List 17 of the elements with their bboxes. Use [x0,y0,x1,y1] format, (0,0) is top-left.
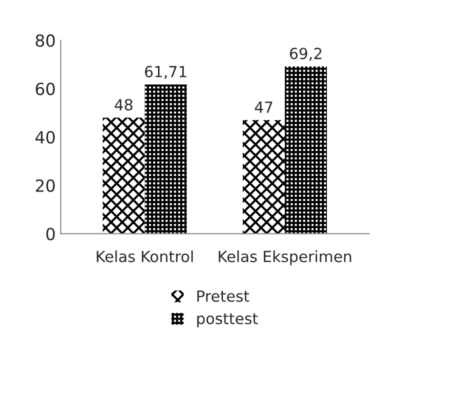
bar [242,120,285,234]
data-label: 48 [114,98,132,111]
bar [284,66,327,234]
y-tick-label: 0 [46,228,55,240]
legend-label: posttest [197,313,258,328]
bar [144,84,187,234]
y-tick-label: 40 [35,130,55,144]
bar [102,118,145,234]
data-label: 69,2 [290,48,322,61]
x-tick-label: Kelas Kontrol [96,250,193,262]
data-label: 47 [254,102,272,113]
y-tick-label: 60 [36,82,55,96]
y-tick-label: 20 [36,179,55,192]
x-tick-label: Kelas Eksperimen [218,250,352,266]
y-tick-label: 80 [36,34,55,47]
data-label: 61,71 [144,66,186,79]
legend-label: Pretest [197,290,250,302]
